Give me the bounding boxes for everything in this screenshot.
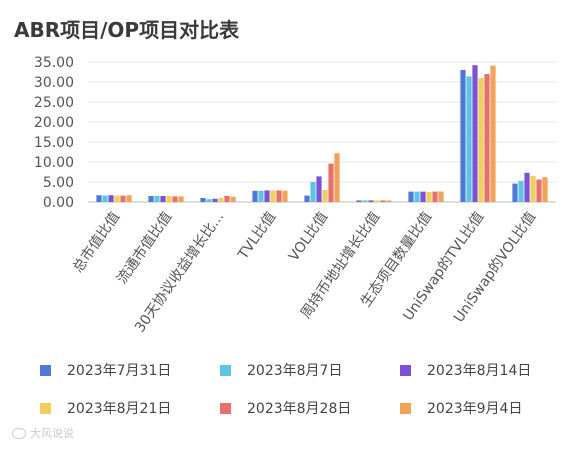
y-tick-label: 15.00	[34, 135, 74, 151]
bar	[524, 172, 530, 202]
category-label: 流通市值比值	[113, 209, 175, 288]
y-tick-label: 0.00	[43, 195, 74, 211]
watermark-icon	[12, 427, 26, 439]
legend-label: 2023年7月31日	[67, 363, 172, 379]
chart-legend: 2023年7月31日 2023年8月7日 2023年8月14日 2023年8月21日 2…	[40, 360, 560, 418]
bar	[178, 196, 184, 202]
category-label: VOL比值	[286, 209, 331, 264]
bar	[304, 195, 310, 202]
legend-item: 2023年7月31日	[40, 360, 220, 380]
bar	[264, 190, 270, 202]
y-tick-label: 5.00	[43, 175, 74, 191]
watermark-text: 大风说说	[30, 427, 74, 440]
y-tick-label: 10.00	[34, 155, 74, 171]
bar	[414, 191, 420, 202]
legend-item: 2023年8月7日	[220, 360, 400, 380]
legend-swatch	[40, 364, 51, 376]
y-tick-label: 20.00	[34, 115, 74, 131]
bar	[362, 200, 368, 202]
y-tick-label: 25.00	[34, 95, 74, 111]
legend-item: 2023年8月28日	[220, 398, 400, 418]
legend-label: 2023年8月14日	[427, 363, 532, 379]
category-label: 总市值比值	[69, 209, 123, 276]
bar	[386, 200, 392, 202]
bar	[154, 196, 160, 202]
bar	[322, 190, 328, 202]
bar	[432, 191, 438, 202]
bar	[258, 190, 264, 202]
y-tick-label: 30.00	[34, 75, 74, 91]
bar	[536, 179, 542, 202]
bar	[218, 198, 224, 202]
bar	[484, 74, 490, 202]
bar	[328, 163, 334, 202]
legend-swatch	[40, 402, 51, 414]
bar	[374, 200, 380, 202]
bar	[160, 196, 166, 202]
bar	[206, 199, 212, 202]
chart-title: ABR项目/OP项目对比表	[14, 18, 240, 42]
bar	[420, 191, 426, 202]
bar	[270, 190, 276, 202]
bar	[166, 196, 172, 202]
y-tick-label: 35.00	[34, 55, 74, 71]
bar	[512, 183, 518, 202]
bar	[276, 190, 282, 202]
bar	[200, 198, 206, 202]
legend-item: 2023年8月14日	[400, 360, 560, 380]
bar	[472, 65, 478, 202]
bar	[212, 198, 218, 202]
bar	[120, 195, 126, 202]
bar	[126, 195, 132, 202]
bar	[114, 195, 120, 202]
legend-label: 2023年8月7日	[247, 363, 343, 379]
bar	[252, 190, 258, 202]
category-label: TVL比值	[235, 209, 280, 263]
bar	[490, 65, 496, 202]
legend-item: 2023年9月4日	[400, 398, 560, 418]
bar	[460, 70, 466, 202]
legend-swatch	[400, 402, 411, 414]
category-label: 30天协议收益增长比...	[132, 209, 227, 335]
legend-swatch	[220, 402, 231, 414]
bar	[426, 192, 432, 202]
bar	[356, 200, 362, 202]
legend-swatch	[220, 364, 231, 376]
legend-label: 2023年8月21日	[67, 401, 172, 417]
bar	[530, 176, 536, 202]
bar	[368, 200, 374, 202]
bar	[542, 177, 548, 202]
bar	[282, 190, 288, 202]
bar	[230, 196, 236, 202]
bar	[518, 180, 524, 202]
legend-swatch	[400, 364, 411, 376]
bar	[478, 78, 484, 202]
bar	[310, 182, 316, 202]
bar	[224, 196, 230, 202]
bar-chart: 0.00 5.00 10.00 15.00 20.00 25.00 30.00 35.00 总市…	[34, 55, 556, 336]
watermark: 大风说说	[12, 425, 74, 441]
bar	[380, 200, 386, 202]
legend-label: 2023年8月28日	[247, 401, 352, 417]
bar	[334, 153, 340, 202]
bar	[466, 76, 472, 202]
legend-label: 2023年9月4日	[427, 401, 523, 417]
bar	[102, 195, 108, 202]
bar	[172, 196, 178, 202]
bar	[148, 196, 154, 202]
bar	[438, 191, 444, 202]
bar	[108, 195, 114, 202]
bar	[96, 195, 102, 202]
bar	[408, 191, 414, 202]
bar	[316, 176, 322, 202]
legend-item: 2023年8月21日	[40, 398, 220, 418]
